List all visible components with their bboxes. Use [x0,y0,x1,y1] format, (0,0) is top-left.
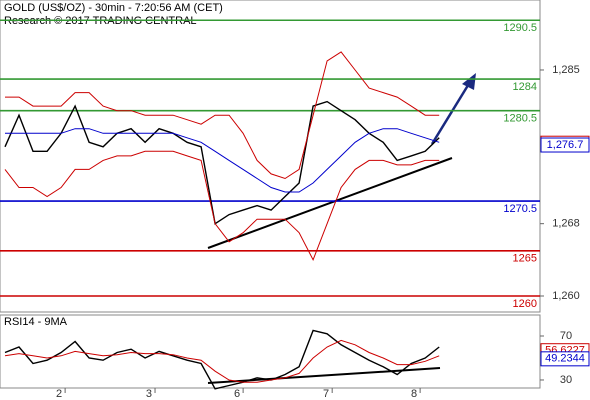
level-label: 1280.5 [503,113,537,125]
series-line [4,100,440,225]
x-tick-label: 7 [323,388,329,400]
main-panel [0,0,541,313]
price-tag [540,351,590,367]
y-tick-label: 1,268 [552,218,580,230]
arrow-head [462,73,476,90]
support-trendline [207,157,453,249]
price-tag-label: 1,276.7 [547,139,584,151]
level-label: 1265 [513,253,537,265]
series-line [5,51,440,180]
price-tag-label: 49.2344 [545,353,585,365]
level-label: 1260 [513,298,537,310]
series-line [4,339,440,383]
x-tick-label: 8 [411,388,417,400]
rsi-panel [0,314,541,389]
level-label: 1270.5 [503,203,537,215]
series-line [5,128,440,193]
y-tick-label: 30 [560,374,572,386]
series-line [4,329,440,390]
x-tick-label: 3 [146,388,152,400]
level-label: 1284 [513,81,537,93]
level-label: 1290.5 [503,22,537,34]
x-tick-label: 2 [56,388,62,400]
y-tick-label: 1,285 [552,64,580,76]
series-line [4,150,440,262]
chart-title: GOLD (US$/OZ) - 30min - 7:20:56 AM (CET) [4,2,223,14]
price-tag [540,137,590,153]
y-tick-label: 70 [560,330,572,342]
y-tick-label: 1,260 [552,290,580,302]
rsi-title: RSI14 - 9MA [4,316,68,328]
x-tick-label: 6 [234,388,240,400]
forecast-arrow [430,81,472,145]
